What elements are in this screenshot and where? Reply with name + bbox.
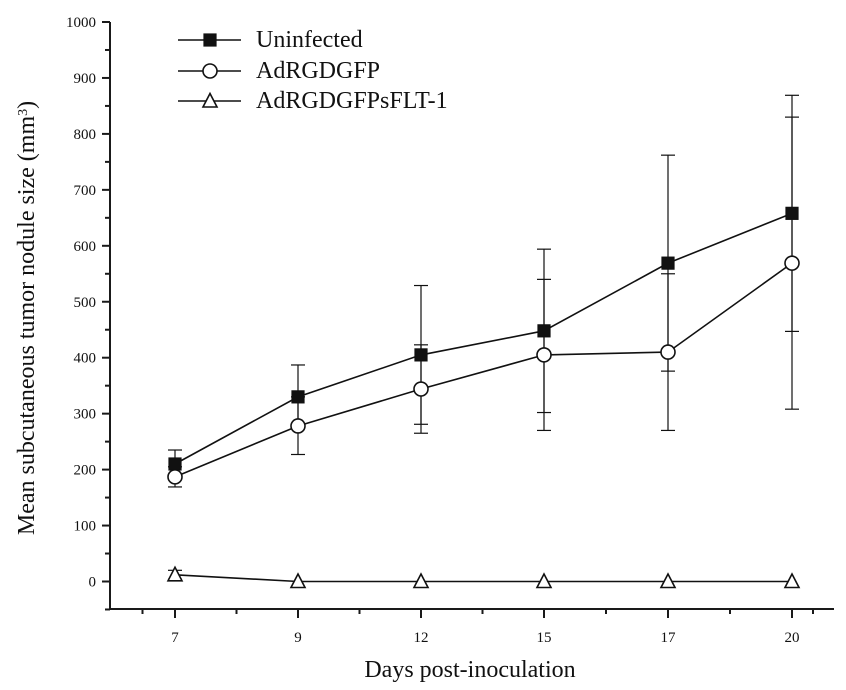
uninfected-marker [661, 256, 675, 270]
adrgdgfp-marker [536, 347, 552, 363]
y-tick-label: 200 [74, 463, 97, 479]
y-tick-label: 1000 [66, 15, 96, 31]
markers-layer [166, 206, 801, 589]
adrgdgfpsflt-1-marker [289, 572, 307, 589]
series-lines-layer [174, 212, 793, 583]
adrgdgfp-legend-label: AdRGDGFP [256, 58, 380, 84]
uninfected-marker [168, 457, 182, 471]
adrgdgfp-marker [413, 381, 429, 397]
adrgdgfpsflt-1-marker [535, 572, 553, 589]
adrgdgfpsflt-1-marker [659, 572, 677, 589]
legend: Uninfected AdRGDGFP AdRGDGFPsFLT-1 [178, 27, 448, 114]
adrgdgfp-marker [167, 469, 183, 485]
y-tick-label: 500 [74, 295, 97, 311]
y-tick-label: 100 [74, 519, 97, 535]
axes-layer: 0 100 200 300 400 500 600 700 800 900 1000 7 9 12 15 17… [66, 15, 834, 646]
adrgdgfpsflt-1-legend-marker [201, 91, 219, 108]
uninfected-legend-marker [203, 33, 217, 47]
x-tick-label: 7 [171, 630, 179, 646]
adrgdgfp-line [174, 262, 793, 478]
adrgdgfpsflt-1-legend-label: AdRGDGFPsFLT-1 [256, 88, 448, 114]
y-tick-label: 700 [74, 183, 97, 199]
y-tick-label: 300 [74, 407, 97, 423]
adrgdgfp-legend-marker [202, 63, 218, 79]
uninfected-line [174, 212, 793, 465]
x-axis-title: Days post-inoculation [364, 657, 575, 683]
adrgdgfp-marker [660, 344, 676, 360]
adrgdgfpsflt-1-marker [412, 572, 430, 589]
x-tick-label: 17 [661, 630, 677, 646]
x-tick-label: 9 [294, 630, 302, 646]
adrgdgfpsflt-1-line [174, 573, 792, 583]
error-bars-layer [168, 94, 799, 580]
y-axis-title-main: Mean subcutaneous tumor nodule size (mm [14, 116, 40, 536]
uninfected-marker [291, 390, 305, 404]
y-tick-label: 900 [74, 71, 97, 87]
y-tick-label: 800 [74, 127, 97, 143]
uninfected-marker [414, 348, 428, 362]
y-tick-label: 0 [89, 575, 97, 591]
y-axis-title: Mean subcutaneous tumor nodule size (mm3… [14, 101, 40, 535]
y-axis-title-suffix: ) [14, 101, 40, 109]
adrgdgfpsflt-1-marker [783, 572, 801, 589]
y-axis-title-superscript: 3 [16, 109, 31, 116]
y-tick-label: 600 [74, 239, 97, 255]
adrgdgfpsflt-1-marker [166, 565, 184, 582]
uninfected-marker [537, 324, 551, 338]
adrgdgfp-marker [290, 418, 306, 434]
uninfected-marker [785, 206, 799, 220]
x-tick-label: 15 [537, 630, 552, 646]
uninfected-legend-label: Uninfected [256, 27, 363, 53]
adrgdgfp-marker [784, 255, 800, 271]
y-tick-label: 400 [74, 351, 97, 367]
x-tick-label: 20 [785, 630, 800, 646]
x-tick-label: 12 [414, 630, 429, 646]
